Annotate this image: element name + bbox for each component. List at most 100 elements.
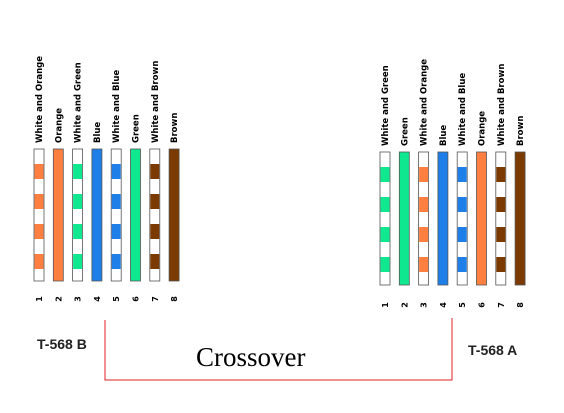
left-wire-7-stripe-0 <box>150 164 160 179</box>
left-wire-5-stripe-3 <box>111 254 121 269</box>
right-wire-7-body <box>495 151 507 286</box>
left-standard-label: T-568 B <box>37 336 87 352</box>
right-wire-2: Green 2 <box>398 117 410 308</box>
right-wire-7-stripe-1 <box>496 197 506 212</box>
right-wire-6: Orange 6 <box>476 111 488 308</box>
right-wire-5-stripe-0 <box>457 167 467 182</box>
left-wire-6: Green 6 <box>130 114 142 302</box>
right-wire-4-body <box>437 151 449 286</box>
left-pin-1: 1 <box>35 296 44 302</box>
right-wire-5-body <box>456 151 468 286</box>
left-pin-3: 3 <box>74 296 83 302</box>
left-wire-6-label: Green <box>132 114 142 143</box>
left-wire-1: White and Orange 1 <box>33 56 45 302</box>
right-wire-1-stripe-0 <box>380 167 390 182</box>
left-wire-3-stripe-0 <box>73 164 83 179</box>
left-wire-5-stripe-2 <box>111 224 121 239</box>
right-wire-3-stripe-3 <box>419 257 429 272</box>
right-pin-8: 8 <box>516 302 525 308</box>
right-wire-7-stripe-0 <box>496 167 506 182</box>
left-pin-4: 4 <box>93 296 102 302</box>
left-wire-2: Orange 2 <box>52 108 64 302</box>
right-wire-7-label: White and Brown <box>497 64 507 146</box>
right-wire-1-stripe-1 <box>380 197 390 212</box>
left-pin-6: 6 <box>132 296 141 302</box>
right-wire-3-body <box>418 151 430 286</box>
right-wire-6-body <box>476 151 487 286</box>
t568a-wiring-group: White and Green 1 Green 2 White and Orange 3 B… <box>379 59 526 308</box>
right-wire-7: White and Brown 7 <box>495 64 507 308</box>
crossover-label: Crossover <box>196 342 306 372</box>
left-wire-3: White and Green 3 <box>72 62 84 302</box>
right-wire-5-stripe-1 <box>457 197 467 212</box>
right-wire-3-stripe-0 <box>419 167 429 182</box>
right-pin-5: 5 <box>458 302 467 308</box>
left-pin-5: 5 <box>112 296 121 302</box>
right-wire-1: White and Green 1 <box>379 65 391 308</box>
right-wire-2-label: Green <box>400 117 410 146</box>
right-pin-4: 4 <box>439 302 448 308</box>
left-wire-7-stripe-1 <box>150 194 160 209</box>
left-wire-8-body <box>168 148 180 282</box>
right-pin-7: 7 <box>497 302 506 308</box>
right-pin-1: 1 <box>381 302 390 308</box>
left-pin-8: 8 <box>170 296 179 302</box>
right-wire-5-label: White and Blue <box>458 73 468 146</box>
left-wire-3-body <box>72 148 83 282</box>
right-wire-4: Blue 4 <box>437 125 449 308</box>
right-wire-7-stripe-3 <box>496 257 506 272</box>
right-wire-3-label: White and Orange <box>420 59 430 146</box>
left-wire-6-body <box>130 148 141 282</box>
left-wire-5-stripe-1 <box>111 194 121 209</box>
right-wire-1-body <box>379 151 391 286</box>
right-pin-2: 2 <box>400 302 409 308</box>
left-pin-2: 2 <box>54 296 63 302</box>
left-wire-5-label: White and Blue <box>112 70 122 143</box>
left-wire-1-label: White and Orange <box>35 56 45 143</box>
t568b-wiring-group: White and Orange 1 Orange 2 White and Green 3… <box>33 56 180 302</box>
right-wire-1-stripe-2 <box>380 227 390 242</box>
left-wire-2-body <box>52 148 64 282</box>
left-pin-7: 7 <box>151 296 160 302</box>
right-wire-3-stripe-2 <box>419 227 429 242</box>
right-standard-label: T-568 A <box>468 342 517 358</box>
right-wire-8-body <box>514 151 526 286</box>
left-wire-3-label: White and Green <box>74 62 84 143</box>
left-wire-1-body <box>33 148 45 282</box>
left-wire-7-body <box>149 148 161 282</box>
right-wire-5-stripe-3 <box>457 257 467 272</box>
left-wire-1-stripe-1 <box>34 194 44 209</box>
crossover-connector-line <box>104 318 453 381</box>
right-wire-1-stripe-3 <box>380 257 390 272</box>
right-wire-5-stripe-2 <box>457 227 467 242</box>
right-wire-7-stripe-2 <box>496 227 506 242</box>
left-wire-8-label: Brown <box>170 113 180 143</box>
right-wire-4-label: Blue <box>439 125 449 146</box>
left-wire-1-stripe-2 <box>34 224 44 239</box>
right-wire-5: White and Blue 5 <box>456 73 468 308</box>
left-wire-7-stripe-3 <box>150 254 160 269</box>
left-wire-2-label: Orange <box>54 108 64 143</box>
left-wire-5-body <box>110 148 122 282</box>
left-wire-7-label: White and Brown <box>151 61 161 143</box>
left-wire-3-stripe-3 <box>73 254 83 269</box>
left-wire-4-body <box>91 148 103 282</box>
right-wire-6-label: Orange <box>478 111 488 146</box>
left-wire-5: White and Blue 5 <box>110 70 122 302</box>
left-wire-1-stripe-3 <box>34 254 44 269</box>
right-pin-3: 3 <box>420 302 429 308</box>
left-wire-7-stripe-2 <box>150 224 160 239</box>
left-wire-3-stripe-1 <box>73 194 83 209</box>
right-wire-8: Brown 8 <box>514 116 526 308</box>
right-wire-1-label: White and Green <box>381 65 391 146</box>
left-wire-1-stripe-0 <box>34 164 44 179</box>
right-wire-2-body <box>398 151 410 286</box>
left-wire-4: Blue 4 <box>91 122 103 302</box>
right-wire-8-label: Brown <box>516 116 526 146</box>
left-wire-5-stripe-0 <box>111 164 121 179</box>
right-wire-3: White and Orange 3 <box>418 59 430 308</box>
left-wire-8: Brown 8 <box>168 113 180 302</box>
left-wire-3-stripe-2 <box>73 224 83 239</box>
right-pin-6: 6 <box>478 302 487 308</box>
